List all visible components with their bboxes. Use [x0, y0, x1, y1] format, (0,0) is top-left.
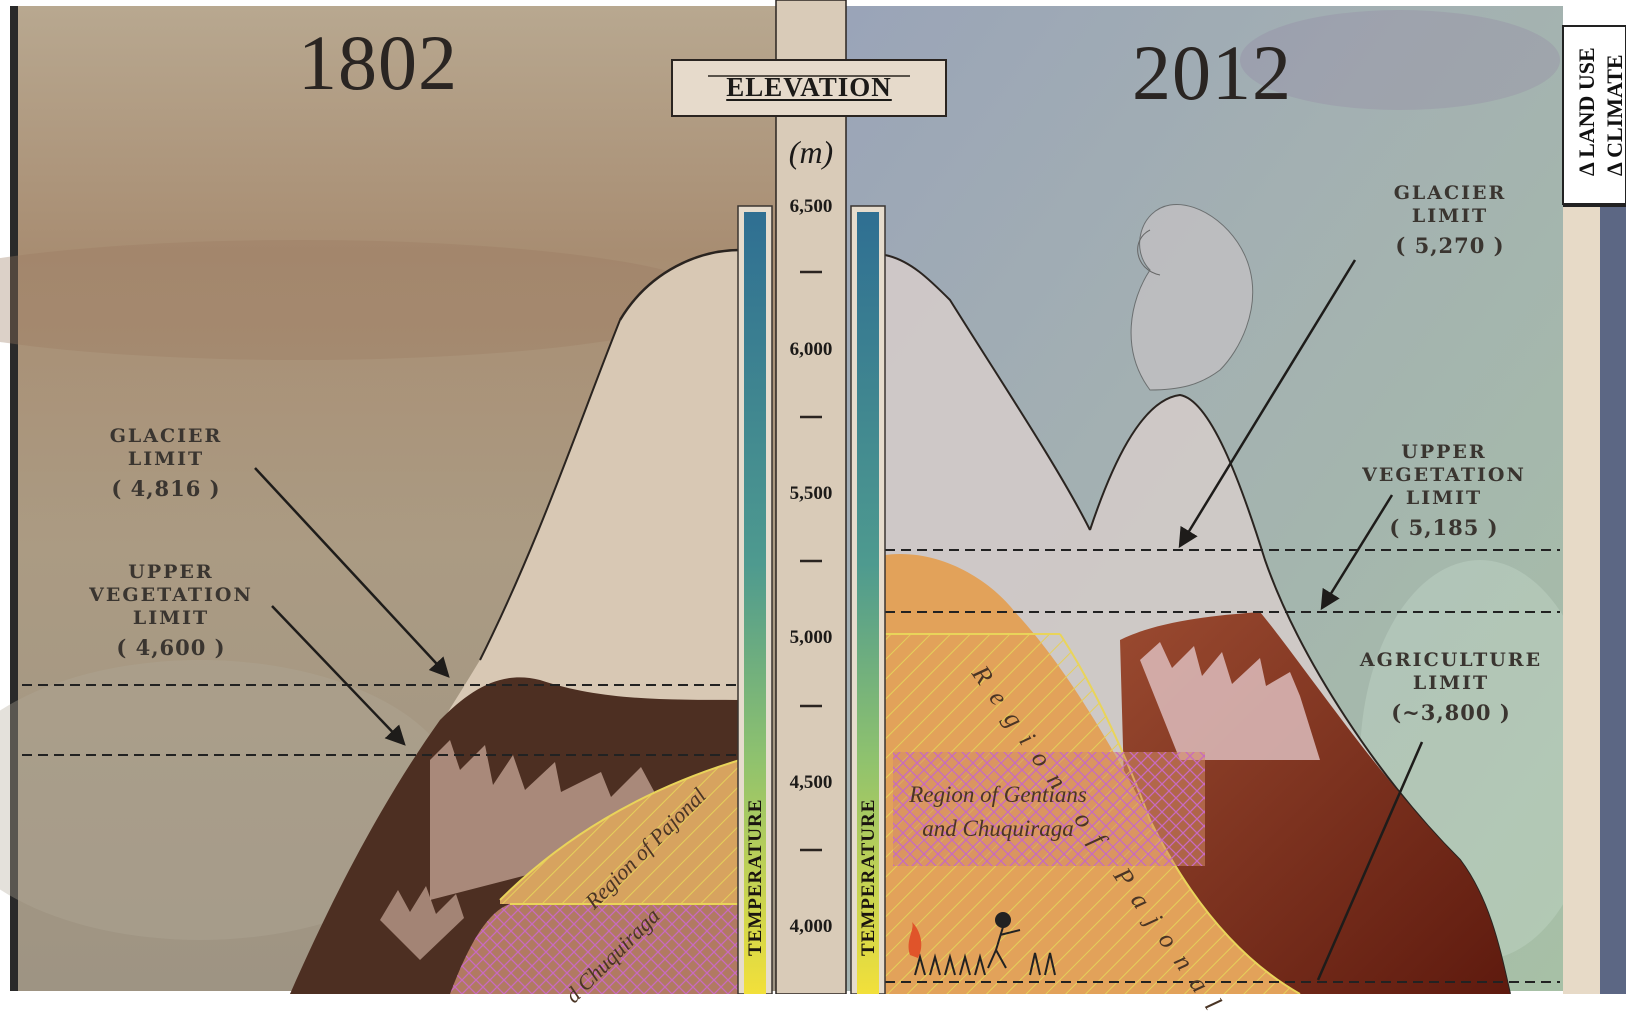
tick-6500: 6,500	[789, 196, 833, 217]
land-use-tab[interactable]: Δ LAND USE	[1574, 47, 1599, 176]
agriculture-limit-2012-value: (~3,800 )	[1391, 700, 1511, 725]
vegetation-limit-1802: UPPER VEGETATION LIMIT ( 4,600 )	[66, 561, 276, 659]
glacier-limit-2012-value: ( 5,270 )	[1395, 233, 1505, 258]
tick-4000: 4,000	[789, 916, 833, 937]
tick-4500: 4,500	[789, 772, 833, 793]
glacier-limit-1802: GLACIER LIMIT ( 4,816 )	[86, 425, 246, 500]
tick-5500: 5,500	[789, 483, 833, 504]
temperature-label-left: TEMPERATURE	[745, 798, 766, 956]
year-1802: 1802	[298, 19, 458, 106]
elevation-title: ELEVATION	[726, 72, 892, 102]
tick-5000: 5,000	[789, 627, 833, 648]
agriculture-limit-2012: AGRICULTURE LIMIT (~3,800 )	[1340, 649, 1562, 724]
vegetation-limit-2012-value: ( 5,185 )	[1389, 515, 1499, 540]
vegetation-limit-2012: UPPER VEGETATION LIMIT ( 5,185 )	[1339, 441, 1549, 539]
tick-6000: 6,000	[789, 339, 833, 360]
region-gentians-2012: Region of Gentians and Chuquiraga	[909, 782, 1087, 841]
glacier-limit-2012: GLACIER LIMIT ( 5,270 )	[1370, 182, 1530, 257]
glacier-limit-1802-value: ( 4,816 )	[111, 476, 221, 501]
climate-tab[interactable]: Δ CLIMATE	[1602, 54, 1626, 176]
elevation-unit: (m)	[788, 134, 834, 170]
illustration	[0, 0, 1626, 994]
year-2012: 2012	[1132, 29, 1292, 116]
temperature-label-right: TEMPERATURE	[858, 798, 879, 956]
vegetation-limit-1802-value: ( 4,600 )	[116, 635, 226, 660]
